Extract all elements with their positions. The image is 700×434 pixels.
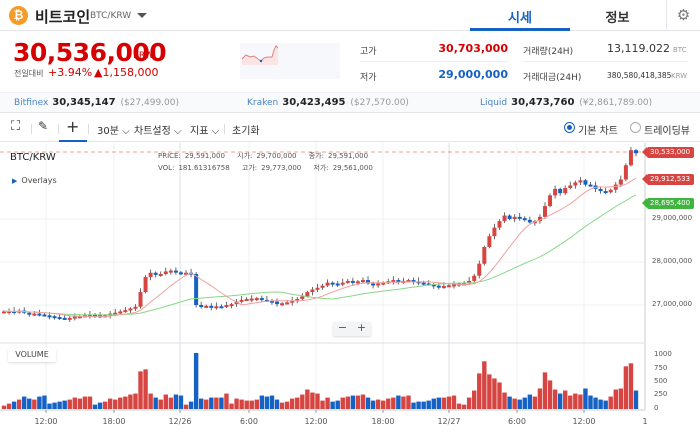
tab-quote[interactable]: 시세	[508, 11, 532, 26]
x-tick: 1	[642, 417, 648, 426]
volume-24h: 13,119.022	[607, 42, 670, 55]
exchange-kraken: Kraken 30,423,495 ($27,570.00)	[247, 97, 409, 108]
separator	[58, 124, 59, 134]
indicators-dropdown[interactable]: 지표 ⌵	[190, 126, 220, 137]
ma-short-price-tag: 29,912,533	[641, 174, 695, 185]
zoom-control: − +	[333, 321, 371, 336]
exchange-bar: Bitfinex 30,345,147 ($27,499.00) Kraken 30…	[0, 92, 700, 113]
vol-tick: 1000	[654, 350, 672, 358]
ohlc-row-1: PRICE: 29,591,000 시가: 29,700,000 종가: 29,591…	[158, 152, 369, 160]
fullscreen-icon[interactable]: ⛶	[11, 119, 21, 134]
price-chart[interactable]	[0, 143, 700, 434]
volume-panel-label: VOLUME	[8, 348, 56, 362]
x-tick: 12:00	[304, 417, 328, 426]
vol-tick: 500	[654, 377, 668, 385]
high-label: 고가	[360, 47, 377, 57]
change-amount: ▲1,158,000	[94, 66, 159, 79]
overlays-toggle[interactable]: Overlays	[12, 176, 56, 185]
x-tick: 18:00	[102, 417, 126, 426]
value-24h: 380,580,418,385	[607, 71, 672, 80]
coin-pair[interactable]: BTC/KRW	[90, 11, 132, 21]
separator	[224, 124, 225, 134]
x-tick: 12:00	[572, 417, 596, 426]
volume-label: 거래량(24H)	[523, 47, 574, 57]
ohlc-row-2: VOL: 181.61316758 고가: 29,773,000 저가: 29,561…	[158, 164, 373, 172]
chart-settings-dropdown[interactable]: 차트설정 ⌵	[134, 126, 182, 137]
change-label: 전일대비	[14, 69, 44, 78]
ma-long-price-tag: 28,695,400	[641, 198, 695, 209]
low-label: 저가	[360, 73, 377, 83]
chart-toolbar: ⛶ ✎ + 30분 ⌵ 차트설정 ⌵ 지표 ⌵ 초기화 기본 차트 트레이딩뷰	[0, 114, 700, 142]
vol-tick: 0	[654, 404, 659, 412]
active-tool-indicator	[59, 140, 87, 142]
x-tick: 18:00	[371, 417, 395, 426]
value-label: 거래대금(24H)	[523, 73, 582, 83]
value-unit: KRW	[671, 72, 688, 80]
basic-chart-label[interactable]: 기본 차트	[578, 126, 618, 137]
y-tick: 27,000,000	[652, 300, 693, 308]
price-unit: KRW	[133, 51, 154, 61]
tab-info[interactable]: 정보	[605, 11, 630, 26]
zoom-out-button[interactable]: −	[337, 321, 348, 334]
divider	[360, 61, 508, 62]
interval-dropdown[interactable]: 30분 ⌵	[97, 126, 130, 137]
separator	[88, 124, 89, 134]
sparkline	[240, 43, 340, 79]
active-tab-indicator	[470, 28, 570, 31]
x-tick: 6:00	[508, 417, 526, 426]
header-bar: ₿ 비트코인 BTC/KRW 시세 정보 ⚙	[0, 0, 700, 31]
low-price: 29,000,000	[438, 68, 508, 81]
chevron-down-icon[interactable]	[137, 13, 147, 18]
exchange-liquid: Liquid 30,473,760 (¥2,861,789.00)	[480, 97, 653, 108]
coin-name[interactable]: 비트코인	[35, 8, 91, 26]
zoom-in-button[interactable]: +	[356, 321, 367, 334]
last-price-tag: 30,533,000	[641, 147, 695, 158]
x-tick: 6:00	[240, 417, 258, 426]
volume-unit: BTC	[673, 46, 687, 54]
x-tick: 12/27	[437, 417, 461, 426]
vol-tick: 250	[654, 390, 668, 398]
bitcoin-icon: ₿	[9, 6, 28, 25]
reset-button[interactable]: 초기화	[232, 126, 260, 137]
exchange-bitfinex: Bitfinex 30,345,147 ($27,499.00)	[14, 97, 179, 108]
high-price: 30,703,000	[438, 42, 508, 55]
separator	[31, 124, 32, 134]
tradingview-label[interactable]: 트레이딩뷰	[644, 126, 690, 137]
crosshair-icon[interactable]: +	[66, 117, 80, 136]
radio-tradingview[interactable]	[630, 122, 641, 133]
y-tick: 29,000,000	[652, 214, 693, 222]
radio-basic-chart[interactable]	[564, 122, 575, 133]
x-tick: 12/26	[168, 417, 192, 426]
divider	[523, 61, 688, 62]
change-percent: +3.94%	[48, 66, 93, 79]
x-tick: 12:00	[34, 417, 58, 426]
chart-pair-label: BTC/KRW	[10, 152, 56, 163]
draw-icon[interactable]: ✎	[38, 119, 49, 133]
gear-icon[interactable]: ⚙	[666, 0, 700, 31]
current-price: 30,536,000	[13, 38, 167, 67]
y-tick: 28,000,000	[652, 257, 693, 265]
vol-tick: 750	[654, 364, 668, 372]
